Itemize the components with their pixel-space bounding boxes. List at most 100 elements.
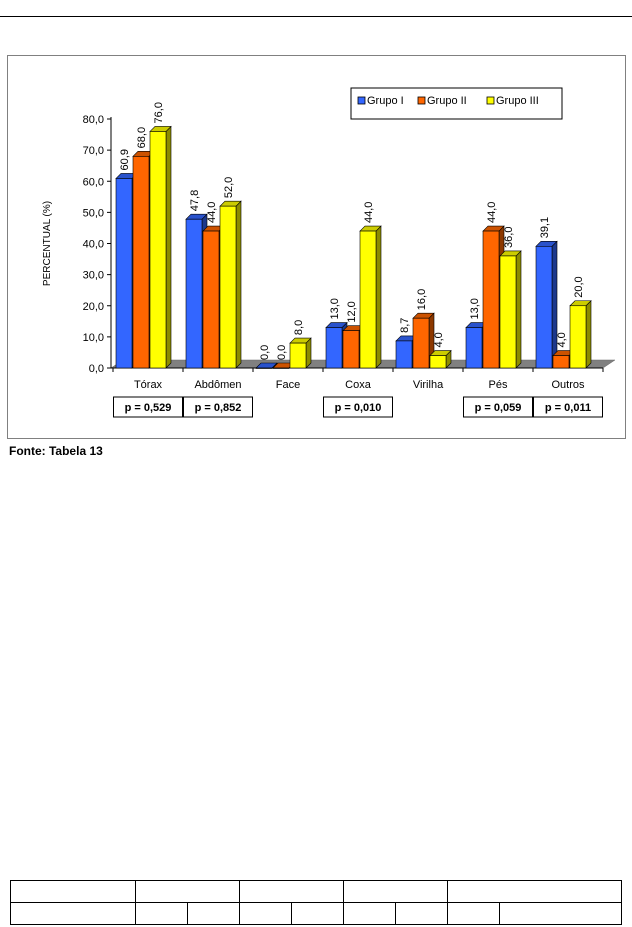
table-cell bbox=[291, 902, 344, 925]
data-label: 52,0 bbox=[223, 177, 235, 198]
x-tick-label: Abdômen bbox=[194, 379, 241, 391]
table-cell bbox=[343, 902, 396, 925]
bar bbox=[255, 367, 273, 369]
bar bbox=[289, 342, 307, 369]
p-value-box bbox=[113, 396, 183, 418]
y-tick-label: 30,0 bbox=[83, 270, 104, 282]
data-label: 4,0 bbox=[433, 332, 445, 347]
bar bbox=[465, 327, 483, 369]
data-label: 44,0 bbox=[206, 202, 218, 223]
bar-side bbox=[375, 225, 382, 369]
data-label: 47,8 bbox=[189, 190, 201, 211]
x-tick-label: Virilha bbox=[413, 379, 444, 391]
table-cell bbox=[447, 902, 500, 925]
data-label: 12,0 bbox=[346, 301, 358, 322]
p-value-label: p = 0,059 bbox=[475, 402, 522, 414]
table-cell bbox=[187, 902, 240, 925]
y-tick-label: 80,0 bbox=[83, 114, 104, 126]
legend-label: Grupo III bbox=[496, 95, 539, 107]
data-label: 68,0 bbox=[136, 127, 148, 148]
p-value-label: p = 0,010 bbox=[335, 402, 382, 414]
legend-swatch bbox=[417, 96, 426, 105]
table-subheader-row bbox=[10, 902, 622, 925]
p-value-label: p = 0,529 bbox=[125, 402, 172, 414]
bar bbox=[569, 305, 587, 369]
bar-side bbox=[165, 125, 172, 369]
bar bbox=[395, 340, 413, 369]
p-value-box bbox=[183, 396, 253, 418]
data-label: 13,0 bbox=[329, 298, 341, 319]
data-label: 76,0 bbox=[153, 102, 165, 123]
bar bbox=[482, 230, 500, 369]
table-cell bbox=[395, 902, 448, 925]
data-label: 8,7 bbox=[399, 318, 411, 333]
y-tick-label: 50,0 bbox=[83, 207, 104, 219]
bar-side bbox=[515, 250, 522, 369]
table-cell bbox=[447, 880, 622, 903]
p-value-label: p = 0,011 bbox=[545, 402, 591, 414]
legend-label: Grupo I bbox=[367, 95, 404, 107]
x-tick-label: Outros bbox=[551, 379, 585, 391]
bar bbox=[219, 205, 237, 369]
y-tick-label: 60,0 bbox=[83, 176, 104, 188]
bar bbox=[115, 178, 133, 369]
legend: Grupo I Grupo II Grupo III bbox=[350, 87, 563, 120]
data-label: 39,1 bbox=[539, 217, 551, 238]
x-tick-label: Tórax bbox=[134, 379, 163, 391]
table-cell bbox=[239, 880, 344, 903]
bar bbox=[499, 255, 517, 369]
bar-side bbox=[235, 200, 242, 369]
p-value-box bbox=[323, 396, 393, 418]
table-cell bbox=[239, 902, 292, 925]
data-label: 8,0 bbox=[293, 320, 305, 335]
bar bbox=[132, 156, 150, 369]
x-tick-label: Pés bbox=[489, 379, 508, 391]
bar bbox=[149, 131, 167, 369]
data-label: 4,0 bbox=[556, 332, 568, 347]
bar bbox=[185, 218, 203, 369]
bar-side bbox=[551, 240, 558, 369]
data-label: 36,0 bbox=[503, 227, 515, 248]
bar bbox=[359, 230, 377, 369]
table-cell bbox=[135, 880, 240, 903]
bottom-table bbox=[10, 880, 622, 925]
table-cell bbox=[135, 902, 188, 925]
bar-side bbox=[585, 300, 592, 369]
bar bbox=[412, 317, 430, 369]
top-rule bbox=[0, 16, 632, 17]
x-tick-label: Face bbox=[276, 379, 300, 391]
table-cell bbox=[343, 880, 448, 903]
legend-box bbox=[350, 87, 563, 120]
data-label: 0,0 bbox=[259, 345, 271, 360]
table-cell bbox=[10, 880, 136, 903]
y-tick-label: 40,0 bbox=[83, 239, 104, 251]
table-header-row bbox=[10, 880, 622, 903]
p-value-box bbox=[463, 396, 533, 418]
legend-swatch bbox=[486, 96, 495, 105]
bar bbox=[535, 246, 553, 369]
data-label: 16,0 bbox=[416, 289, 428, 310]
source-note: Fonte: Tabela 13 bbox=[9, 444, 103, 458]
x-tick-label: Coxa bbox=[345, 379, 372, 391]
y-tick-label: 10,0 bbox=[83, 332, 104, 344]
y-tick-label: 0,0 bbox=[89, 363, 104, 375]
data-label: 44,0 bbox=[486, 202, 498, 223]
y-tick-label: 70,0 bbox=[83, 145, 104, 157]
y-tick-label: 20,0 bbox=[83, 301, 104, 313]
data-label: 44,0 bbox=[363, 202, 375, 223]
p-value-label: p = 0,852 bbox=[195, 402, 242, 414]
data-label: 60,9 bbox=[119, 149, 131, 170]
chart-frame: 0,0 10,0 20,0 30,0 40,0 50,0 60,0 70,0 80,0 PERCE… bbox=[7, 55, 626, 439]
table-cell bbox=[499, 902, 622, 925]
bar bbox=[429, 355, 447, 369]
data-label: 0,0 bbox=[276, 345, 288, 360]
bar-chart: 0,0 10,0 20,0 30,0 40,0 50,0 60,0 70,0 80,0 PERCE… bbox=[42, 87, 616, 418]
bar bbox=[272, 367, 290, 369]
legend-label: Grupo II bbox=[427, 95, 467, 107]
p-value-box bbox=[533, 396, 603, 418]
bar bbox=[342, 330, 360, 369]
table-cell bbox=[10, 902, 136, 925]
y-axis-title: PERCENTUAL (%) bbox=[42, 201, 53, 286]
data-label: 13,0 bbox=[469, 298, 481, 319]
bar bbox=[552, 355, 570, 369]
